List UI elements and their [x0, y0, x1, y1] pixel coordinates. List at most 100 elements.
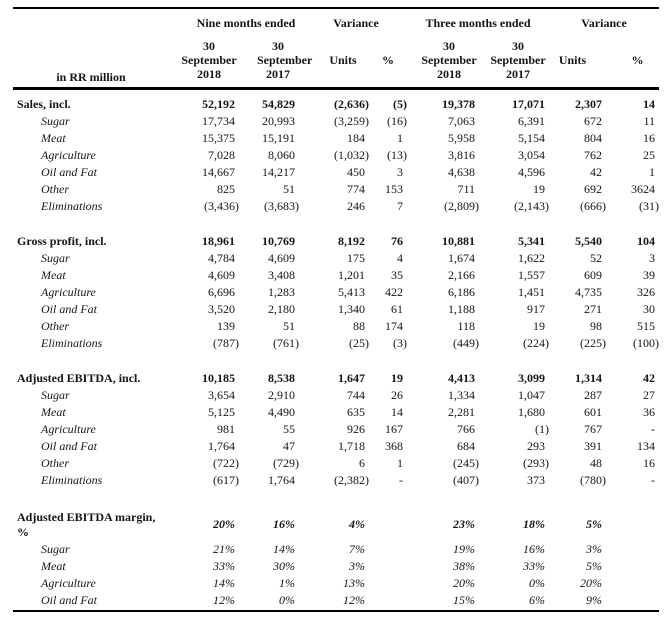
row-label: Adjusted EBITDA, incl.: [17, 370, 141, 385]
row-label: Adjusted EBITDA margin, %: [17, 509, 156, 539]
value-cell: (3,436): [204, 198, 239, 213]
value-cell: (722): [213, 455, 239, 470]
row-label: Eliminations: [41, 472, 103, 487]
row-label: Agriculture: [41, 575, 96, 590]
value-cell: 5,540: [575, 233, 602, 248]
data-row: Other 825 51 774 153 711 19 692 3624: [13, 182, 659, 199]
value-cell: 804: [584, 130, 602, 145]
value-cell: 14%: [213, 575, 235, 590]
value-cell: 14%: [273, 541, 295, 556]
value-cell: 672: [584, 113, 602, 128]
value-cell: 8,060: [268, 147, 295, 162]
value-cell: 4,735: [575, 284, 602, 299]
value-cell: (100): [633, 335, 659, 350]
value-cell: 54,829: [262, 96, 295, 111]
value-cell: (666): [580, 198, 606, 213]
value-cell: 4,638: [448, 164, 475, 179]
block-gap: [13, 490, 659, 508]
data-row: Agriculture 6,696 1,283 5,413 422 6,186 1,451 4…: [13, 285, 659, 302]
value-cell: 52,192: [202, 96, 235, 111]
value-cell: 4,490: [268, 404, 295, 419]
value-cell: 15%: [453, 592, 475, 607]
row-label: Eliminations: [41, 198, 103, 213]
value-cell: 4,609: [208, 267, 235, 282]
value-cell: 167: [385, 421, 403, 436]
value-cell: 926: [347, 421, 365, 436]
value-cell: 4%: [349, 517, 365, 531]
value-cell: 20%: [213, 517, 235, 531]
column-header-row: 30 September 2018 30 September 2017 Unit…: [13, 33, 659, 89]
value-cell: 5,341: [518, 233, 545, 248]
value-cell: 246: [347, 198, 365, 213]
value-cell: 16: [643, 130, 655, 145]
value-cell: [369, 559, 407, 576]
data-row: Eliminations (3,436) (3,683) 246 7 (2,809) (2,…: [13, 199, 659, 216]
value-cell: 373: [527, 472, 545, 487]
value-cell: 1,718: [338, 438, 365, 453]
section-row: Adjusted EBITDA margin, % 20% 16% 4% 23% 18% 5…: [13, 508, 659, 542]
value-cell: 1,188: [448, 301, 475, 316]
value-cell: 2,307: [575, 96, 602, 111]
block-gap-cell: [13, 490, 659, 508]
value-cell: (780): [580, 472, 606, 487]
value-cell: 1,283: [268, 284, 295, 299]
value-cell: 21%: [213, 541, 235, 556]
value-cell: 5,413: [338, 284, 365, 299]
value-cell: 18,961: [202, 233, 235, 248]
value-cell: (3,683): [264, 198, 299, 213]
row-label: Other: [41, 181, 69, 196]
value-cell: 55: [283, 421, 295, 436]
row-label: Other: [41, 318, 69, 333]
value-cell: (13): [387, 147, 407, 162]
value-cell: 4,609: [268, 250, 295, 265]
value-cell: 450: [347, 164, 365, 179]
value-cell: 3,654: [208, 387, 235, 402]
value-cell: 368: [385, 438, 403, 453]
value-cell: 1,764: [208, 438, 235, 453]
column-group-row: in RR million Nine months ended Variance…: [13, 8, 659, 84]
data-row: Agriculture 7,028 8,060 (1,032) (13) 3,816 3,0…: [13, 148, 659, 165]
column-header-3m-sep-2018: 30 September 2018: [421, 39, 477, 81]
value-cell: 5,125: [208, 404, 235, 419]
value-cell: 0%: [529, 575, 545, 590]
value-cell: 15,191: [262, 130, 295, 145]
value-cell: 5%: [586, 558, 602, 573]
value-cell: 1: [649, 164, 655, 179]
value-cell: (2,382): [334, 472, 369, 487]
value-cell: 6%: [529, 592, 545, 607]
column-header-9m-sep-2017: 30 September 2017: [257, 39, 313, 81]
value-cell: 3%: [586, 541, 602, 556]
value-cell: 4: [397, 250, 403, 265]
row-label: Other: [41, 455, 69, 470]
value-cell: 4,596: [518, 164, 545, 179]
value-cell: 6: [359, 455, 365, 470]
corner-label: in RR million: [56, 70, 126, 84]
value-cell: 1,334: [448, 387, 475, 402]
value-cell: 744: [347, 387, 365, 402]
data-row: Agriculture 981 55 926 167 766 (1) 767 -: [13, 422, 659, 439]
row-label: Oil and Fat: [41, 301, 97, 316]
value-cell: 139: [217, 318, 235, 333]
column-header-3m-variance-units: Units: [558, 53, 587, 67]
value-cell: 1%: [279, 575, 295, 590]
value-cell: 38%: [453, 558, 475, 573]
value-cell: 10,185: [202, 370, 235, 385]
value-cell: (224): [523, 335, 549, 350]
value-cell: 6,391: [518, 113, 545, 128]
value-cell: 825: [217, 181, 235, 196]
value-cell: 25: [643, 147, 655, 162]
value-cell: 774: [347, 181, 365, 196]
value-cell: (25): [349, 335, 369, 350]
value-cell: 293: [527, 438, 545, 453]
column-header-9m-variance-percent: %: [382, 53, 394, 67]
value-cell: 12%: [213, 592, 235, 607]
column-header-9m-sep-2018: 30 September 2018: [181, 39, 237, 81]
value-cell: 3: [397, 164, 403, 179]
value-cell: 326: [637, 284, 655, 299]
value-cell: (729): [273, 455, 299, 470]
data-row: Oil and Fat 3,520 2,180 1,340 61 1,188 917 271 3…: [13, 302, 659, 319]
value-cell: 7,028: [208, 147, 235, 162]
value-cell: (3): [393, 335, 407, 350]
value-cell: (2,809): [444, 198, 479, 213]
value-cell: 134: [637, 438, 655, 453]
